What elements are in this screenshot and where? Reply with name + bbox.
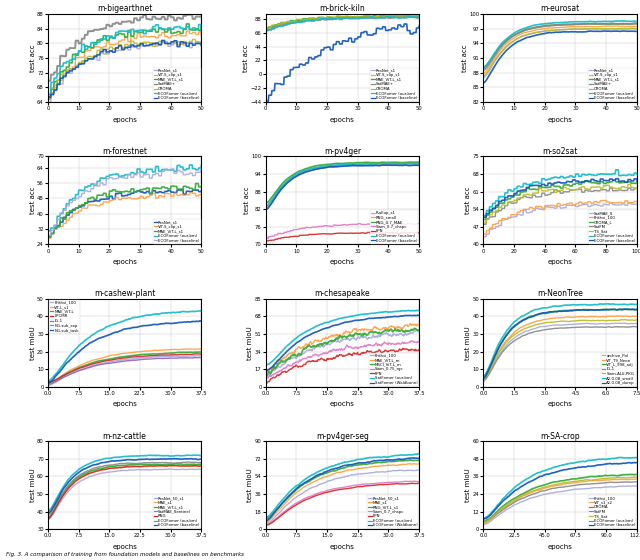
X-axis label: epochs: epochs bbox=[548, 259, 573, 265]
X-axis label: epochs: epochs bbox=[330, 116, 355, 123]
Text: Fig. 3. A comparison of training from foundation models and baselines on benchma: Fig. 3. A comparison of training from fo… bbox=[6, 552, 244, 557]
X-axis label: epochs: epochs bbox=[548, 402, 573, 408]
Legend: ResNet_50_s1, MAE_s1, RNG_ViT-L_s1, Siam_0.7_chspc, FPN, ECOFomer (our-bm), ECOF: ResNet_50_s1, MAE_s1, RNG_ViT-L_s1, Siam… bbox=[367, 495, 419, 529]
X-axis label: epochs: epochs bbox=[330, 259, 355, 265]
Legend: R-allup_s1, RNG_small, RNG_0.7_MAE, Siam_0.7_chspc, FPN, ECOFomer (our-bm), ECOF: R-allup_s1, RNG_small, RNG_0.7_MAE, Siam… bbox=[371, 210, 419, 244]
Y-axis label: test acc: test acc bbox=[465, 186, 471, 214]
Legend: Prithvi_100, ViT_s1_s2, CROMA, SatFM, TS_Sat, ECOFomer (our-bm), ECOFomer (basel: Prithvi_100, ViT_s1_s2, CROMA, SatFM, TS… bbox=[588, 495, 636, 529]
Legend: SatMAE_S, Prithvi_100, CROMA_L, SatFM, TS_Sat, ECOFomer (our-bm), ECOFomer (base: SatMAE_S, Prithvi_100, CROMA_L, SatFM, T… bbox=[588, 210, 636, 244]
Title: m-chesapeake: m-chesapeake bbox=[315, 289, 370, 298]
X-axis label: epochs: epochs bbox=[112, 116, 137, 123]
Legend: ResNet_s1, ViT-S_clip_s1, MAE_ViT-L_s1, SatMAE+, CROMA, ECOFomer (our-bm), ECOFo: ResNet_s1, ViT-S_clip_s1, MAE_ViT-L_s1, … bbox=[371, 68, 419, 101]
Y-axis label: test mIoU: test mIoU bbox=[248, 468, 253, 502]
Y-axis label: test acc: test acc bbox=[244, 186, 250, 214]
Legend: ResNet_s1, ViT-S_clip_s1, MAE_ViT-L_s1, SatMAE+, CROMA, ECOFomer (our-bm), ECOFo: ResNet_s1, ViT-S_clip_s1, MAE_ViT-L_s1, … bbox=[152, 68, 200, 101]
X-axis label: epochs: epochs bbox=[548, 116, 573, 123]
Legend: archive_Pol, ViT_T9_Neon, ViT_L_998_adj, IG-1, Siam-ALU-PKG, A2-0.08_small, A2-0: archive_Pol, ViT_T9_Neon, ViT_L_998_adj,… bbox=[601, 353, 636, 386]
X-axis label: epochs: epochs bbox=[112, 544, 137, 550]
X-axis label: epochs: epochs bbox=[330, 402, 355, 408]
Title: m-cashew-plant: m-cashew-plant bbox=[94, 289, 156, 298]
X-axis label: epochs: epochs bbox=[548, 544, 573, 550]
X-axis label: epochs: epochs bbox=[112, 402, 137, 408]
Y-axis label: test mIoU: test mIoU bbox=[29, 468, 36, 502]
Legend: ResNet_50_s1, MAE_s1, MAE_ViT-L_s1, SatMAE_Sentinel, RNG, ECOFomer (our-bm), ECO: ResNet_50_s1, MAE_s1, MAE_ViT-L_s1, SatM… bbox=[152, 495, 200, 529]
Y-axis label: test mIoU: test mIoU bbox=[465, 326, 471, 360]
Legend: Prithvi_100, ViT-L_s1, MAE_ViT-L, LPCMR, IG-1, NG-sub_exp, NG-sub_task: Prithvi_100, ViT-L_s1, MAE_ViT-L, LPCMR,… bbox=[49, 300, 80, 333]
Y-axis label: test acc: test acc bbox=[29, 44, 36, 72]
Title: m-so2sat: m-so2sat bbox=[543, 147, 578, 156]
Y-axis label: test acc: test acc bbox=[243, 44, 249, 72]
Legend: Prithvi_100, MAE_ViT-L_m, MSCI_ViT-L_m, Siam_0.75_rgc, FPN, SatFomer (our-bm), S: Prithvi_100, MAE_ViT-L_m, MSCI_ViT-L_m, … bbox=[369, 353, 419, 386]
Y-axis label: test acc: test acc bbox=[29, 186, 36, 214]
Title: m-eurosat: m-eurosat bbox=[541, 4, 580, 13]
Title: m-pv4ger: m-pv4ger bbox=[324, 147, 361, 156]
X-axis label: epochs: epochs bbox=[330, 544, 355, 550]
Title: m-NeonTree: m-NeonTree bbox=[537, 289, 583, 298]
Legend: ResNet_s1, ViT-S_clip_s1, MAE_ViT-L_s1, SatMAE+, CROMA, ECOFomer (our-bm), ECOFo: ResNet_s1, ViT-S_clip_s1, MAE_ViT-L_s1, … bbox=[588, 68, 636, 101]
Legend: ResNet_s1, ViT-S_clip_s1, MAE_ViT-L_s1, ECOFomer (our-bm), ECOFomer (baseline): ResNet_s1, ViT-S_clip_s1, MAE_ViT-L_s1, … bbox=[152, 220, 200, 244]
Title: m-forestnet: m-forestnet bbox=[102, 147, 147, 156]
Title: m-brick-kiln: m-brick-kiln bbox=[319, 4, 365, 13]
Y-axis label: test mIoU: test mIoU bbox=[248, 326, 253, 360]
X-axis label: epochs: epochs bbox=[112, 259, 137, 265]
Title: m-SA-crop: m-SA-crop bbox=[540, 432, 580, 441]
Title: m-bigearthnet: m-bigearthnet bbox=[97, 4, 152, 13]
Y-axis label: test mIoU: test mIoU bbox=[29, 326, 36, 360]
Y-axis label: test acc: test acc bbox=[462, 44, 468, 72]
Title: m-nz-cattle: m-nz-cattle bbox=[103, 432, 147, 441]
Y-axis label: test mIoU: test mIoU bbox=[465, 468, 471, 502]
Title: m-pv4ger-seg: m-pv4ger-seg bbox=[316, 432, 369, 441]
